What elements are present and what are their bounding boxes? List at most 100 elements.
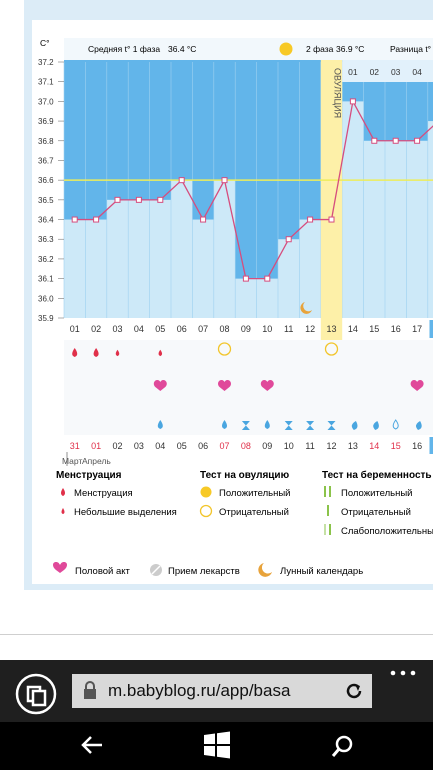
cervical-drop <box>157 420 163 429</box>
x-day-label: 11 <box>284 324 293 334</box>
legend-ov-positive: Положительный <box>219 488 290 499</box>
temp-bar <box>106 199 129 318</box>
x-day-label: 13 <box>326 324 336 334</box>
temp-bar <box>363 140 385 318</box>
y-tick-label: 36.3 <box>38 235 54 244</box>
intercourse-heart <box>410 380 424 391</box>
legend-preg-negative: Отрицательный <box>341 507 411 518</box>
x-day-label: 09 <box>241 324 251 334</box>
temp-bar <box>278 239 300 318</box>
x-day-label: 12 <box>305 324 315 334</box>
ovulation-label: ОВУЛЯЦИЯ <box>333 68 343 118</box>
temp-bar <box>85 219 107 318</box>
phase2-day-label: 02 <box>370 67 380 77</box>
x-day-label: 10 <box>262 324 272 334</box>
cervical-mark <box>373 421 379 430</box>
lunar-icon <box>258 563 272 577</box>
y-ticks: 37.2 37.1 37.0 36.9 36.8 36.7 36.6 36.5 36.4 36.3… <box>38 58 64 323</box>
spotting-drop <box>158 349 163 357</box>
phase1-label: Средняя t° 1 фаза <box>88 44 160 54</box>
search-icon[interactable] <box>330 734 356 760</box>
back-arrow-icon[interactable] <box>80 733 106 757</box>
intercourse-heart <box>218 380 231 391</box>
x-day-label: 17 <box>412 324 422 334</box>
tabs-icon[interactable] <box>14 672 58 716</box>
drop-icon <box>61 488 65 496</box>
preg-positive-icon-a <box>324 486 326 497</box>
medication-icon-stroke <box>151 565 161 575</box>
x-day-label: 03 <box>112 324 122 334</box>
temp-point <box>264 275 271 282</box>
x-day-label: 06 <box>177 324 187 334</box>
calendar-date: 03 <box>134 441 144 451</box>
y-tick-label: 36.0 <box>38 294 54 303</box>
temp-bar <box>192 219 214 318</box>
x-day-label: 05 <box>155 324 165 334</box>
temp-point <box>414 137 421 144</box>
legend-lunar: Лунный календарь <box>280 566 363 577</box>
more-icon[interactable] <box>388 668 418 678</box>
marks-area <box>64 340 433 435</box>
legend-menstruation: Менструация <box>74 488 133 499</box>
phase2-label: 2 фаза <box>306 44 334 54</box>
small-drop-icon <box>61 508 65 514</box>
temp-point <box>178 177 185 184</box>
preg-weak-icon-b <box>329 524 331 535</box>
temp-point <box>307 216 314 223</box>
calendar-date: 12 <box>326 441 336 451</box>
reload-icon[interactable] <box>343 680 365 702</box>
ov-negative-mark <box>324 342 339 356</box>
y-tick-label: 36.4 <box>38 216 54 225</box>
temp-bar <box>385 140 407 318</box>
calendar-date: 07 <box>219 441 229 451</box>
temp-bar <box>406 140 428 318</box>
x-day-label: 16 <box>391 324 401 334</box>
x-day-label: 08 <box>219 324 229 334</box>
lock-icon <box>84 681 96 699</box>
temp-point <box>285 236 292 243</box>
bars-group <box>64 101 433 318</box>
cervical-hourglass <box>327 421 336 430</box>
intercourse-heart <box>260 380 274 391</box>
temp-bar <box>149 199 171 318</box>
menstruation-drop <box>93 348 99 357</box>
temp-bar <box>235 278 257 318</box>
ov-negative-icon <box>199 504 213 518</box>
today-highlight <box>429 437 433 454</box>
legend-menstruation-title: Менструация <box>56 470 122 481</box>
y-tick-label: 36.8 <box>38 137 54 146</box>
legend-pregtest-title: Тест на беременность <box>322 469 432 481</box>
y-tick-label: 36.9 <box>38 117 54 126</box>
diff-label: Разница t° <box>390 44 431 54</box>
windows-logo-icon[interactable] <box>203 731 231 759</box>
phase2-day-label: 03 <box>391 67 401 77</box>
calendar-date: 02 <box>112 441 122 451</box>
marks-rows <box>72 342 424 430</box>
temp-bar <box>171 180 193 318</box>
x-day-label: 15 <box>369 324 379 334</box>
temp-point <box>221 177 228 184</box>
calendar-date: 01 <box>91 441 101 451</box>
temperature-points <box>71 98 421 282</box>
calendar-dates: 3101020304050607080910111213141516171819… <box>70 437 433 454</box>
preg-negative-icon <box>327 505 329 516</box>
address-bar[interactable] <box>72 674 372 708</box>
phase2-header-bg <box>342 60 433 82</box>
phase2-day-label: 01 <box>348 67 358 77</box>
intercourse-heart <box>153 380 167 391</box>
heart-icon <box>53 562 67 573</box>
cervical-hourglass <box>241 421 250 430</box>
temp-point <box>328 216 335 223</box>
x-day-labels: 0102030405060708091011121314151617181920… <box>70 320 433 338</box>
url-text: m.babyblog.ru/app/basa <box>108 681 291 700</box>
y-tick-label: 36.2 <box>38 255 54 264</box>
cervical-mark <box>351 421 358 430</box>
spotting-drop <box>115 349 120 357</box>
x-day-label: 02 <box>91 324 101 334</box>
menstruation-drop <box>72 348 78 357</box>
temp-bar <box>213 180 236 318</box>
y-tick-label: 37.1 <box>38 78 54 87</box>
temp-point <box>349 98 356 105</box>
temp-point <box>114 196 121 203</box>
